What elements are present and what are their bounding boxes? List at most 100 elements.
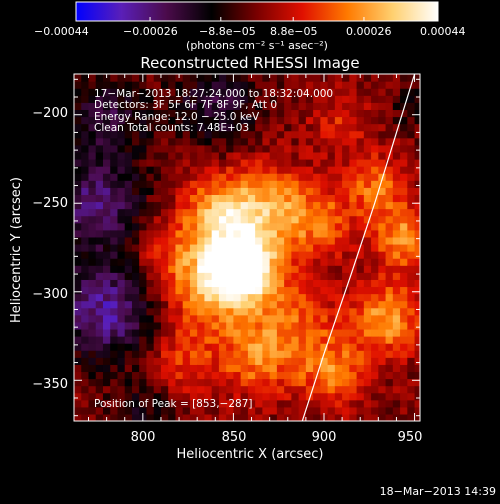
- heatmap-cell: [392, 314, 401, 323]
- heatmap-cell: [168, 399, 177, 408]
- heatmap-cell: [117, 130, 126, 139]
- heatmap-cell: [371, 229, 379, 238]
- heatmap-cell: [284, 187, 292, 195]
- heatmap-cell: [371, 102, 379, 111]
- heatmap-cell: [313, 194, 321, 203]
- heatmap-cell: [284, 399, 292, 408]
- heatmap-cell: [305, 88, 314, 96]
- heatmap-cell: [233, 293, 242, 302]
- heatmap-cell: [298, 109, 307, 118]
- heatmap-cell: [385, 314, 394, 323]
- heatmap-cell: [131, 251, 140, 259]
- heatmap-cell: [168, 194, 177, 203]
- heatmap-cell: [117, 350, 126, 358]
- heatmap-cell: [153, 194, 162, 203]
- heatmap-cell: [385, 95, 394, 103]
- heatmap-cell: [226, 343, 235, 351]
- heatmap-cell: [255, 201, 263, 210]
- heatmap-cell: [407, 123, 416, 132]
- heatmap-cell: [124, 385, 133, 394]
- heatmap-cell: [211, 279, 220, 288]
- heatmap-cell: [233, 286, 242, 295]
- heatmap-cell: [392, 272, 401, 280]
- heatmap-cell: [139, 279, 148, 288]
- heatmap-cell: [305, 406, 314, 415]
- heatmap-cell: [153, 258, 162, 266]
- heatmap-cell: [356, 81, 365, 89]
- heatmap-cell: [233, 399, 242, 408]
- heatmap-cell: [392, 258, 401, 266]
- heatmap-cell: [400, 201, 408, 210]
- heatmap-cell: [110, 364, 119, 373]
- heatmap-cell: [378, 258, 387, 266]
- heatmap-cell: [291, 180, 300, 188]
- heatmap-cell: [168, 392, 177, 401]
- heatmap-cell: [233, 130, 242, 139]
- heatmap-cell: [95, 279, 104, 288]
- heatmap-cell: [211, 144, 220, 153]
- heatmap-cell: [276, 88, 285, 96]
- heatmap-cell: [160, 251, 169, 259]
- heatmap-cell: [378, 187, 387, 195]
- heatmap-cell: [255, 215, 263, 224]
- heatmap-cell: [371, 215, 379, 224]
- heatmap-cell: [160, 88, 169, 96]
- heatmap-cell: [153, 265, 162, 273]
- heatmap-cell: [160, 81, 169, 89]
- heatmap-cell: [146, 357, 155, 365]
- heatmap-cell: [334, 102, 343, 111]
- heatmap-cell: [197, 173, 206, 181]
- heatmap-cell: [81, 328, 90, 337]
- heatmap-cell: [182, 357, 191, 365]
- heatmap-cell: [168, 343, 177, 351]
- heatmap-cell: [146, 350, 155, 358]
- heatmap-cell: [392, 300, 401, 309]
- heatmap-cell: [414, 251, 420, 259]
- heatmap-cell: [334, 328, 343, 337]
- x-tick-label: 950: [398, 430, 423, 445]
- heatmap-cell: [385, 81, 394, 89]
- heatmap-cell: [407, 109, 416, 118]
- colorbar-gradient: [75, 1, 439, 22]
- heatmap-cell: [117, 180, 126, 188]
- heatmap-cell: [81, 293, 90, 302]
- heatmap-cell: [407, 137, 416, 146]
- heatmap-cell: [298, 173, 307, 181]
- heatmap-cell: [153, 300, 162, 309]
- heatmap-cell: [168, 314, 177, 323]
- heatmap-cell: [269, 265, 278, 273]
- y-tick-label: −300: [32, 287, 68, 302]
- heatmap-cell: [334, 406, 343, 415]
- heatmap-cell: [81, 208, 90, 217]
- heatmap-cell: [320, 144, 329, 153]
- heatmap-cell: [334, 187, 343, 195]
- heatmap-cell: [334, 208, 343, 217]
- heatmap-cell: [407, 357, 416, 365]
- heatmap-cell: [189, 279, 198, 288]
- heatmap-cell: [146, 258, 155, 266]
- heatmap-cell: [371, 293, 379, 302]
- heatmap-cell: [385, 187, 394, 195]
- heatmap-cell: [74, 215, 82, 224]
- heatmap-cell: [189, 350, 198, 358]
- heatmap-cell: [153, 385, 162, 394]
- heatmap-cell: [139, 222, 148, 231]
- heatmap-cell: [211, 343, 220, 351]
- heatmap-cell: [131, 413, 140, 421]
- heatmap-cell: [327, 137, 336, 146]
- heatmap-cell: [189, 392, 198, 401]
- heatmap-cell: [363, 102, 372, 111]
- heatmap-cell: [218, 321, 227, 330]
- heatmap-cell: [124, 243, 133, 252]
- heatmap-cell: [204, 194, 213, 203]
- heatmap-cell: [175, 406, 184, 415]
- heatmap-cell: [189, 406, 198, 415]
- heatmap-cell: [276, 307, 285, 316]
- heatmap-cell: [298, 307, 307, 316]
- heatmap-cell: [414, 81, 420, 89]
- heatmap-cell: [88, 166, 97, 174]
- heatmap-cell: [400, 307, 408, 316]
- heatmap-cell: [276, 102, 285, 111]
- heatmap-cell: [175, 123, 184, 132]
- heatmap-cell: [392, 385, 401, 394]
